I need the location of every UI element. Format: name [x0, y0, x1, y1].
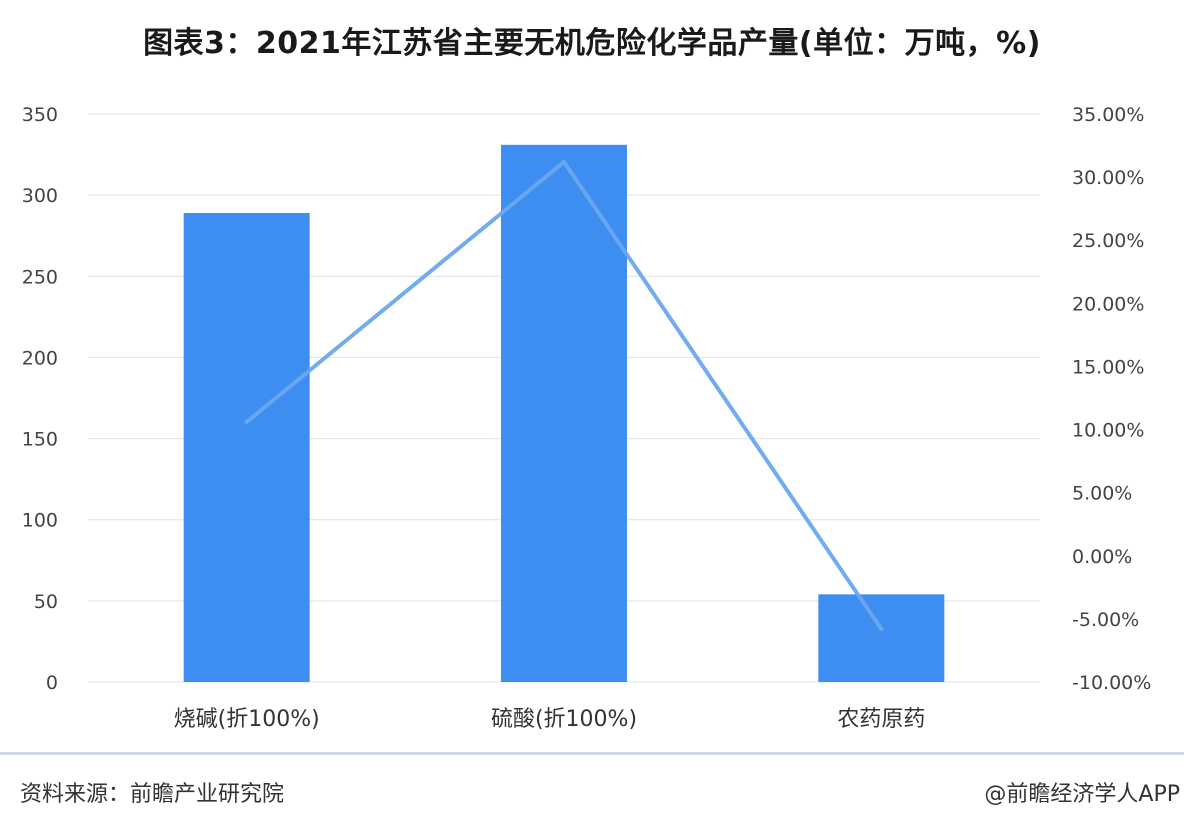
right-tick-label: 0.00%: [1072, 546, 1132, 568]
left-tick-label: 200: [22, 347, 58, 369]
bars: [183, 144, 945, 682]
bar-1: [183, 212, 310, 682]
left-tick-label: 100: [22, 510, 58, 532]
bar-3: [818, 594, 945, 682]
left-tick-label: 250: [22, 266, 58, 288]
right-tick-label: 25.00%: [1072, 230, 1144, 252]
category-label: 烧碱(折100%): [174, 707, 320, 732]
chart-canvas: 0 50 100 150 200 250 300 350 -10.00% -5.00% 0.00%…: [22, 104, 1152, 732]
left-tick-label: 50: [34, 591, 58, 613]
left-tick-label: 150: [22, 429, 58, 451]
footer-divider: [0, 752, 1184, 755]
right-tick-label: 35.00%: [1072, 104, 1144, 126]
category-labels: 烧碱(折100%) 硫酸(折100%) 农药原药: [174, 707, 926, 732]
right-tick-label: 10.00%: [1072, 420, 1144, 442]
growth-line: [244, 159, 884, 631]
right-tick-label: 30.00%: [1072, 167, 1144, 189]
left-tick-label: 350: [22, 104, 58, 126]
left-tick-label: 0: [46, 672, 58, 694]
right-tick-label: -10.00%: [1072, 672, 1151, 694]
growth-point-1: [244, 419, 249, 424]
category-label: 硫酸(折100%): [491, 707, 637, 732]
right-axis-ticks: -10.00% -5.00% 0.00% 5.00% 10.00% 15.00% 20.00…: [1072, 104, 1151, 694]
left-axis-ticks: 0 50 100 150 200 250 300 350: [22, 104, 58, 694]
category-label: 农药原药: [837, 707, 925, 732]
right-tick-label: -5.00%: [1072, 609, 1139, 631]
source-note: 资料来源：前瞻产业研究院: [20, 782, 285, 807]
growth-point-3: [879, 626, 884, 631]
chart-title: 图表3：2021年江苏省主要无机危险化学品产量(单位：万吨，%): [143, 26, 1041, 61]
bar-2: [501, 144, 627, 682]
left-tick-label: 300: [22, 185, 58, 207]
right-tick-label: 15.00%: [1072, 356, 1144, 378]
right-tick-label: 20.00%: [1072, 293, 1144, 315]
brand-watermark: @前瞻经济学人APP: [984, 782, 1180, 807]
growth-point-2: [562, 159, 566, 164]
right-tick-label: 5.00%: [1072, 483, 1132, 505]
